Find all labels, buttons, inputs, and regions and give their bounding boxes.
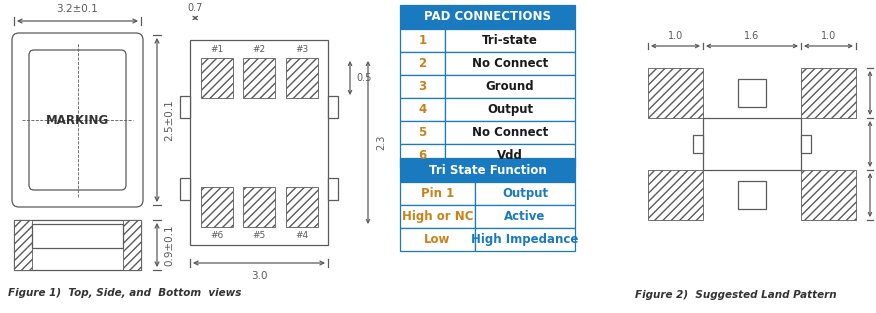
- Text: 0.7: 0.7: [187, 3, 203, 13]
- Bar: [738, 181, 766, 209]
- Bar: [286, 58, 317, 98]
- Text: #6: #6: [210, 230, 223, 239]
- Bar: [400, 121, 445, 144]
- Bar: [400, 182, 475, 205]
- Bar: [801, 68, 856, 118]
- Bar: [400, 5, 575, 29]
- Bar: [445, 29, 575, 52]
- Text: 0.5: 0.5: [356, 73, 371, 83]
- Bar: [703, 118, 801, 170]
- Text: 3.0: 3.0: [251, 271, 267, 281]
- Bar: [180, 96, 190, 118]
- Text: High Impedance: High Impedance: [471, 233, 579, 246]
- Bar: [328, 178, 338, 200]
- Text: Low: Low: [424, 233, 450, 246]
- Text: 1.0: 1.0: [668, 31, 683, 41]
- Bar: [400, 98, 445, 121]
- Bar: [243, 187, 275, 227]
- Bar: [14, 220, 141, 270]
- Bar: [801, 135, 811, 153]
- Text: 0.9±0.1: 0.9±0.1: [164, 224, 174, 266]
- Text: 4: 4: [419, 103, 427, 116]
- Bar: [648, 170, 703, 220]
- Text: High or NC: High or NC: [402, 210, 473, 223]
- Text: Vdd: Vdd: [497, 149, 523, 162]
- Bar: [14, 220, 32, 270]
- Text: #3: #3: [295, 45, 308, 54]
- Bar: [648, 68, 703, 118]
- Bar: [445, 121, 575, 144]
- Text: Ground: Ground: [485, 80, 534, 93]
- Text: 2.3: 2.3: [376, 135, 386, 150]
- Text: 2.5±0.1: 2.5±0.1: [164, 99, 174, 141]
- Text: 1: 1: [419, 34, 427, 47]
- Bar: [400, 228, 475, 251]
- Text: Pin 1: Pin 1: [420, 187, 454, 200]
- Text: Output: Output: [487, 103, 533, 116]
- Bar: [400, 75, 445, 98]
- FancyBboxPatch shape: [12, 33, 143, 207]
- Bar: [286, 187, 317, 227]
- Bar: [180, 178, 190, 200]
- Bar: [693, 135, 703, 153]
- Bar: [445, 144, 575, 167]
- Text: Tri-state: Tri-state: [482, 34, 538, 47]
- Text: 5: 5: [419, 126, 427, 139]
- Text: 1.0: 1.0: [821, 31, 836, 41]
- Text: 3: 3: [419, 80, 427, 93]
- Bar: [475, 228, 575, 251]
- Bar: [400, 205, 475, 228]
- Text: #4: #4: [295, 230, 308, 239]
- Text: Tri State Function: Tri State Function: [428, 163, 547, 177]
- Bar: [475, 205, 575, 228]
- Text: 2: 2: [419, 57, 427, 70]
- Bar: [201, 58, 232, 98]
- Text: 3.2±0.1: 3.2±0.1: [57, 4, 98, 14]
- Bar: [400, 29, 445, 52]
- Bar: [801, 170, 856, 220]
- Text: #2: #2: [252, 45, 265, 54]
- Bar: [400, 144, 445, 167]
- Text: Output: Output: [502, 187, 548, 200]
- Text: Figure 2)  Suggested Land Pattern: Figure 2) Suggested Land Pattern: [635, 290, 837, 300]
- Bar: [400, 158, 575, 182]
- Text: #5: #5: [252, 230, 265, 239]
- Bar: [445, 75, 575, 98]
- Text: 1.6: 1.6: [745, 31, 759, 41]
- Bar: [445, 98, 575, 121]
- Text: 6: 6: [419, 149, 427, 162]
- Bar: [475, 182, 575, 205]
- Text: Active: Active: [505, 210, 546, 223]
- Text: PAD CONNECTIONS: PAD CONNECTIONS: [424, 11, 551, 23]
- Text: MARKING: MARKING: [46, 114, 110, 126]
- Bar: [445, 52, 575, 75]
- Bar: [190, 40, 328, 245]
- Bar: [400, 52, 445, 75]
- Bar: [123, 220, 141, 270]
- FancyBboxPatch shape: [29, 50, 126, 190]
- Text: Figure 1)  Top, Side, and  Bottom  views: Figure 1) Top, Side, and Bottom views: [8, 288, 242, 298]
- Bar: [243, 58, 275, 98]
- Bar: [201, 187, 232, 227]
- Text: #1: #1: [210, 45, 223, 54]
- Bar: [32, 224, 123, 248]
- Text: No Connect: No Connect: [472, 126, 548, 139]
- Bar: [738, 79, 766, 107]
- Text: No Connect: No Connect: [472, 57, 548, 70]
- Bar: [328, 96, 338, 118]
